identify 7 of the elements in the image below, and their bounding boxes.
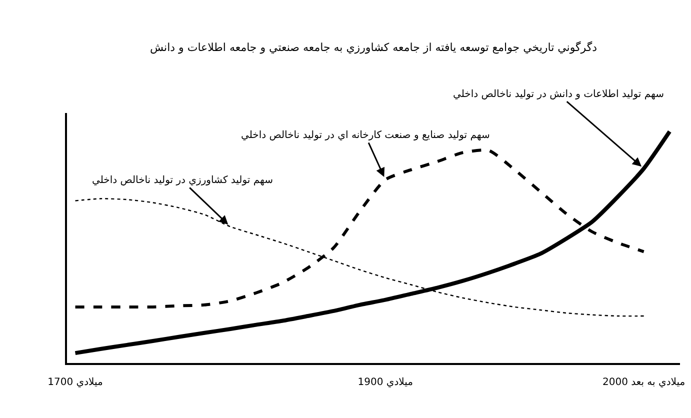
- x-tick-label: 2000 ميلادي به بعد: [602, 376, 686, 388]
- x-tick-label: 1900 ميلادي: [358, 376, 414, 388]
- text: سهم توليد اطلاعات و دانش در توليد ناخالص داخلي: [453, 89, 664, 100]
- series-label: سهم توليد صنايع و صنعت كارخانه اي در توليد ناخالص داخلي: [241, 130, 490, 141]
- chart-title: دگرگوني تاريخي جوامع توسعه يافته از جامعه كشاورزي به جامعه صنعتي و جامعه اطلاعات و دانش: [150, 40, 598, 54]
- series-label: سهم توليد كشاورزي در توليد ناخالص داخلي: [92, 175, 273, 186]
- x-tick-label: 1700 ميلادي: [48, 376, 103, 388]
